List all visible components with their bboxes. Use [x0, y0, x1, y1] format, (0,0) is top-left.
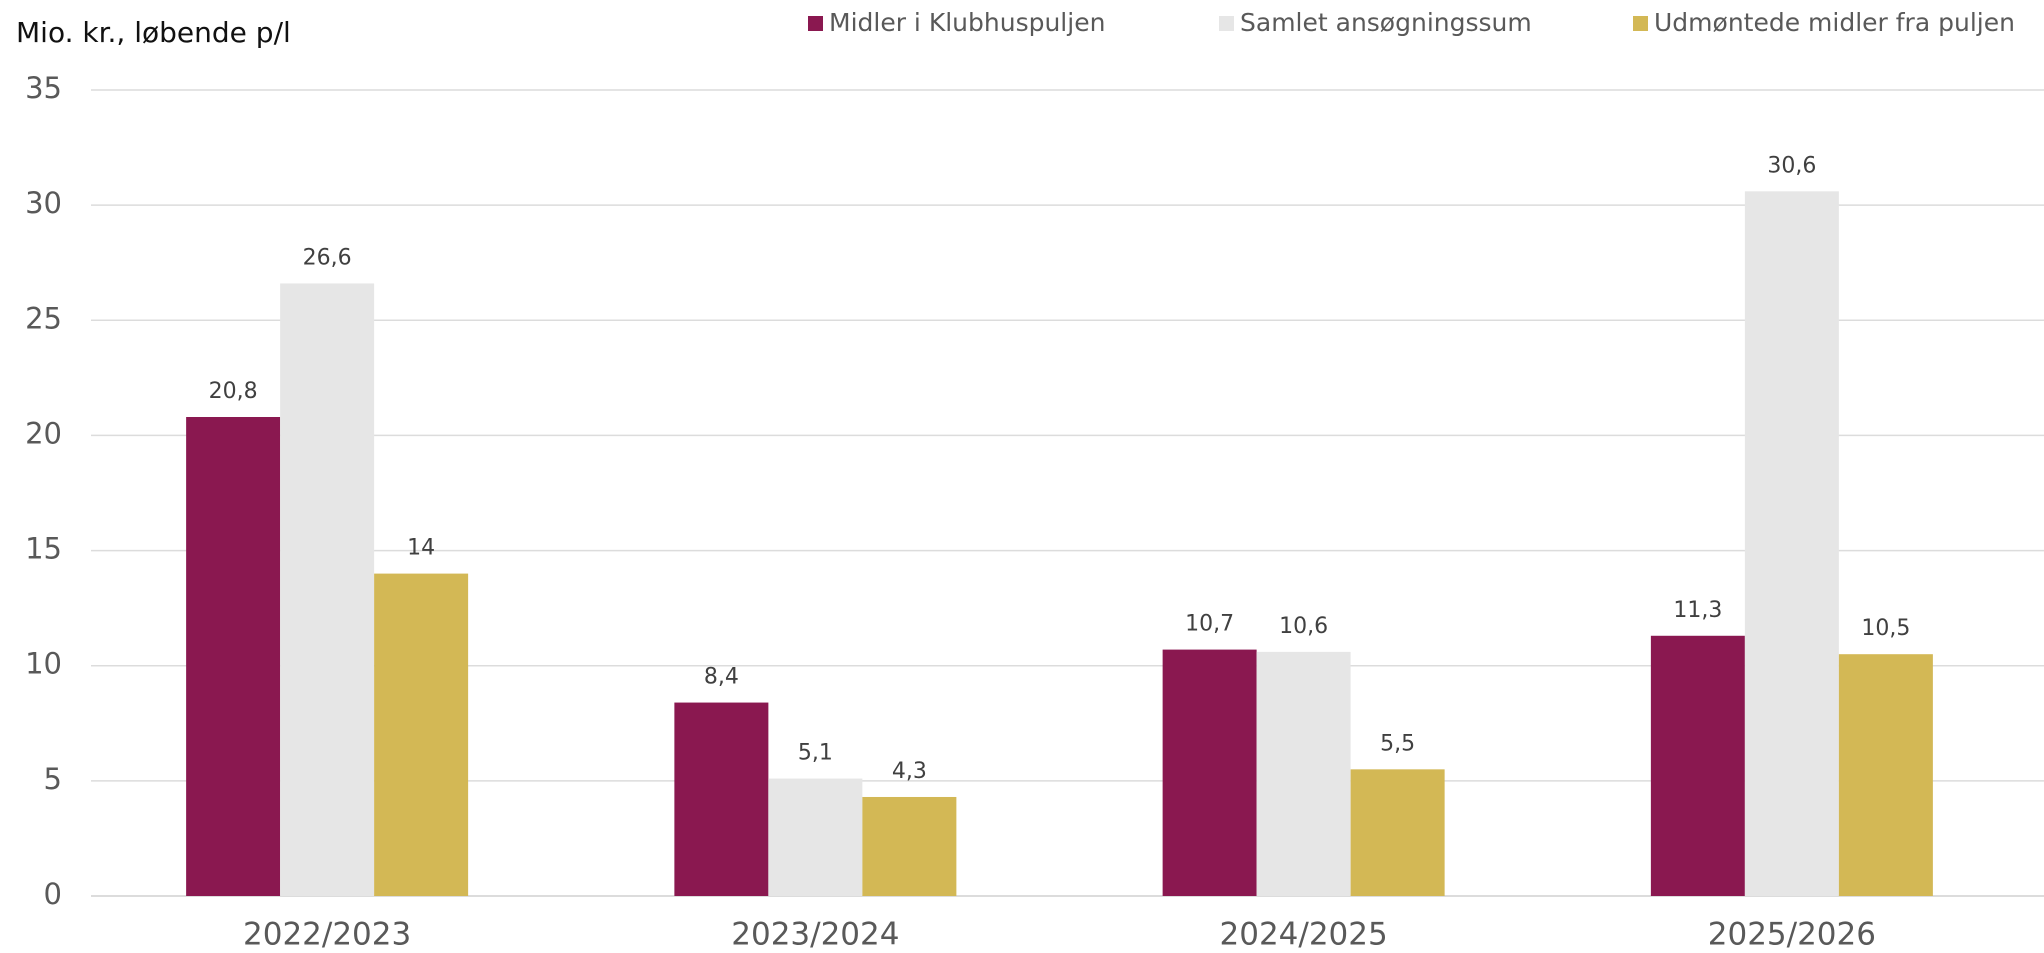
- value-label: 20,8: [209, 379, 258, 404]
- bar: [186, 417, 281, 896]
- value-label: 14: [407, 536, 435, 561]
- bar: [1838, 654, 1933, 896]
- y-tick-label: 30: [25, 186, 62, 220]
- bar: [1650, 635, 1745, 896]
- bar: [280, 283, 375, 896]
- bar: [674, 702, 769, 896]
- y-tick-label: 0: [44, 877, 62, 911]
- value-label: 11,3: [1673, 598, 1722, 623]
- value-label: 5,1: [798, 741, 833, 766]
- y-tick-label: 10: [25, 647, 62, 681]
- x-tick-label: 2022/2023: [243, 917, 411, 953]
- value-label: 5,5: [1380, 731, 1415, 756]
- bar: [1744, 191, 1839, 897]
- bar: [1256, 651, 1351, 896]
- bar: [1350, 769, 1445, 896]
- y-tick-label: 35: [25, 71, 62, 105]
- bar: [374, 573, 469, 896]
- legend-swatch: [808, 16, 823, 31]
- legend-label: Samlet ansøgningssum: [1240, 8, 1532, 37]
- value-label: 26,6: [303, 245, 352, 270]
- x-tick-label: 2023/2024: [731, 917, 899, 953]
- value-label: 4,3: [892, 759, 927, 784]
- bar: [862, 796, 957, 896]
- x-tick-label: 2024/2025: [1220, 917, 1388, 953]
- value-label: 10,6: [1279, 614, 1328, 639]
- y-tick-label: 20: [25, 416, 62, 450]
- value-label: 8,4: [704, 665, 739, 690]
- bar: [768, 778, 863, 896]
- y-tick-label: 25: [25, 301, 62, 335]
- legend-label: Midler i Klubhuspuljen: [829, 8, 1105, 37]
- x-tick-label: 2025/2026: [1708, 917, 1876, 953]
- value-label: 10,7: [1185, 612, 1234, 637]
- value-label: 30,6: [1767, 153, 1816, 178]
- y-tick-label: 5: [44, 762, 62, 796]
- legend-label: Udmøntede midler fra puljen: [1654, 8, 2015, 37]
- y-axis-label: Mio. kr., løbende p/l: [16, 16, 291, 49]
- y-tick-label: 15: [25, 532, 62, 566]
- legend-swatch: [1633, 16, 1648, 31]
- value-label: 10,5: [1861, 616, 1910, 641]
- legend-swatch: [1219, 16, 1234, 31]
- bar: [1162, 649, 1257, 896]
